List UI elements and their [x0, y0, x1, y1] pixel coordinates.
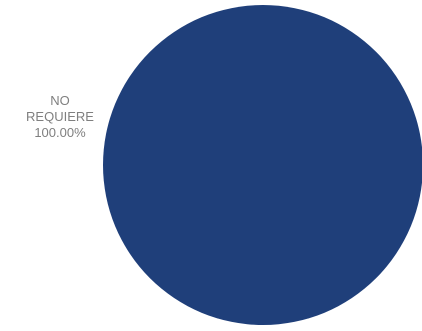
slice-label-line-2: REQUIERE	[26, 109, 94, 124]
pie-slice-0	[103, 5, 422, 325]
slice-percent-label: 100.00%	[34, 125, 86, 140]
slice-label-no-requiere: NO REQUIERE 100.00%	[6, 93, 114, 141]
slice-label-line-1: NO	[50, 93, 70, 108]
